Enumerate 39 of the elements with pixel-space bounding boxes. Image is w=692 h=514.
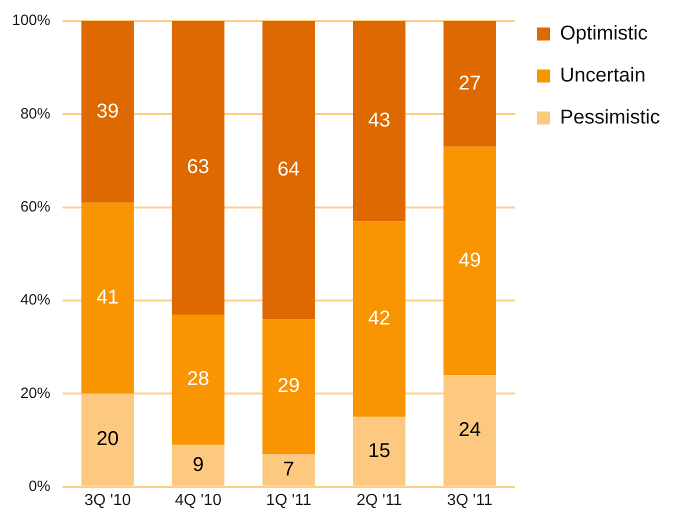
y-tick-label: 60% bbox=[20, 198, 50, 216]
data-label: 64 bbox=[278, 158, 300, 181]
legend-label: Pessimistic bbox=[560, 106, 660, 129]
data-label: 27 bbox=[458, 72, 481, 94]
bar bbox=[81, 202, 134, 394]
bar bbox=[352, 21, 406, 222]
bar bbox=[172, 21, 224, 314]
data-label: 15 bbox=[368, 440, 390, 462]
data-label: 9 bbox=[192, 454, 204, 476]
data-label: 29 bbox=[278, 375, 300, 398]
data-label: 63 bbox=[187, 156, 210, 178]
y-tick-label: 0% bbox=[28, 478, 50, 495]
data-label: 43 bbox=[368, 110, 390, 132]
data-label: 20 bbox=[96, 428, 119, 450]
y-tick-label: 40% bbox=[20, 292, 50, 309]
data-label: 7 bbox=[283, 458, 294, 481]
bar bbox=[443, 146, 496, 376]
data-label: 49 bbox=[458, 249, 481, 272]
bar bbox=[262, 21, 315, 320]
data-label: 28 bbox=[187, 368, 210, 390]
bar bbox=[262, 319, 315, 454]
y-tick-label: 100% bbox=[12, 12, 50, 30]
bar bbox=[172, 314, 224, 445]
y-tick-label: 80% bbox=[20, 105, 50, 122]
legend-label: Optimistic bbox=[560, 22, 648, 45]
y-tick-label: 20% bbox=[20, 384, 50, 402]
data-label: 42 bbox=[368, 308, 390, 330]
data-label: 41 bbox=[96, 286, 119, 309]
legend-label: Uncertain bbox=[560, 64, 646, 87]
data-label: 39 bbox=[96, 100, 119, 122]
x-tick-label: 4Q '10 bbox=[174, 492, 222, 509]
x-tick-label: 3Q '11 bbox=[447, 492, 493, 509]
x-tick-label: 3Q '10 bbox=[84, 492, 132, 509]
bar bbox=[81, 21, 134, 203]
bar bbox=[352, 221, 406, 417]
x-tick-label: 2Q '11 bbox=[356, 492, 402, 509]
x-tick-label: 1Q '11 bbox=[266, 492, 312, 509]
bar bbox=[443, 21, 496, 147]
data-label: 24 bbox=[458, 418, 481, 441]
